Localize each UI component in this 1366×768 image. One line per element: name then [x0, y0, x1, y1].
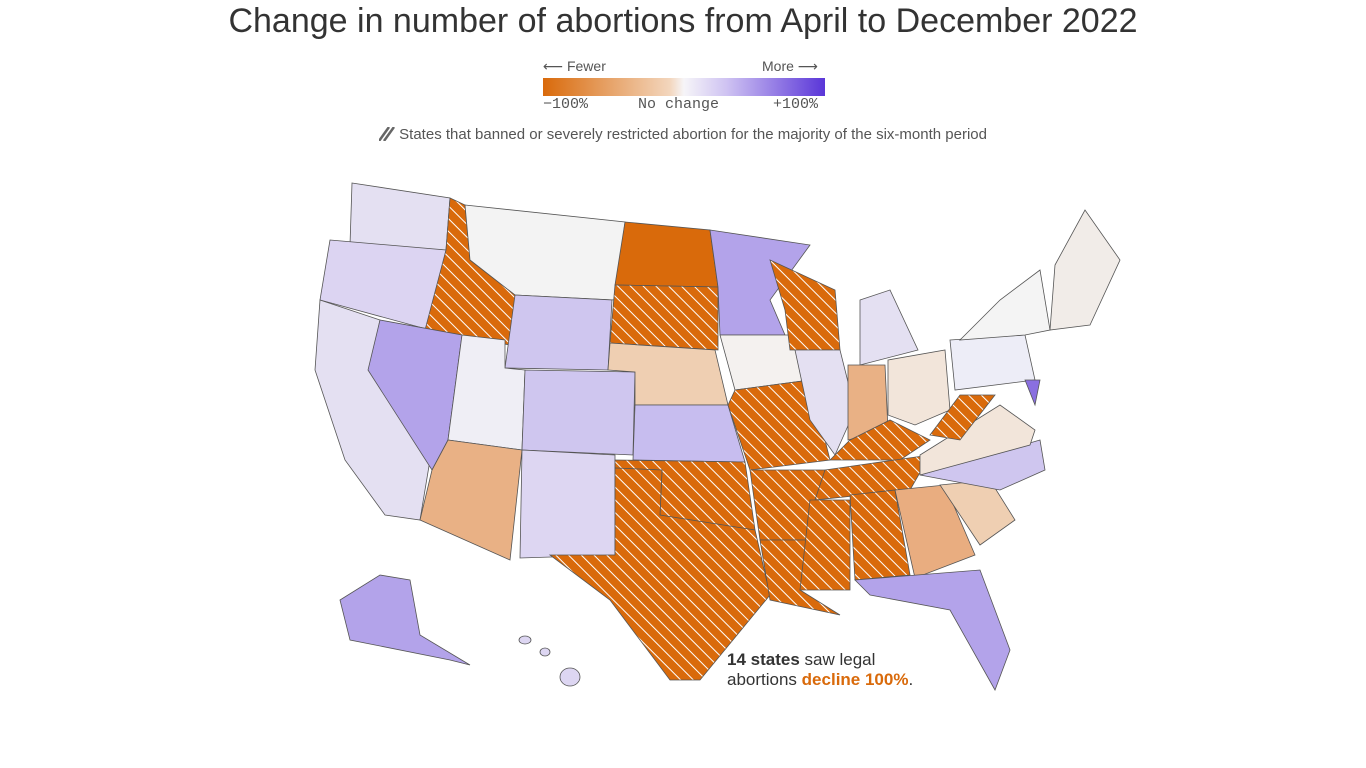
annotation-bold: 14 states	[727, 650, 800, 669]
region	[539, 647, 551, 657]
region	[559, 667, 581, 687]
legend-mid: No change	[638, 96, 720, 113]
region	[349, 182, 451, 251]
region	[518, 635, 532, 645]
annotation-text: saw legal	[799, 650, 876, 669]
region	[1024, 379, 1041, 407]
region	[548, 467, 771, 681]
legend-fewer: ⟵ Fewer	[543, 58, 606, 74]
region	[614, 221, 719, 288]
region	[894, 484, 976, 579]
region	[632, 404, 746, 463]
region	[794, 349, 856, 456]
region	[759, 539, 841, 616]
states	[314, 182, 1121, 691]
region	[887, 349, 951, 426]
annotation: 14 states saw legal abortions decline 10…	[727, 650, 913, 690]
annotation-text: abortions	[727, 670, 802, 689]
legend-max: +100%	[773, 96, 819, 113]
region	[727, 379, 831, 471]
region	[519, 449, 616, 559]
legend-gradient	[543, 78, 825, 96]
region	[854, 569, 1011, 691]
annotation-end: .	[908, 670, 914, 689]
legend-min: −100%	[543, 96, 589, 113]
region	[521, 369, 636, 456]
region	[958, 269, 1051, 341]
hatch-note-text: States that banned or severely restricte…	[399, 126, 987, 143]
region	[1049, 209, 1121, 331]
region	[339, 574, 471, 666]
region	[929, 394, 996, 441]
region	[609, 284, 719, 351]
region	[949, 334, 1036, 391]
annotation-highlight: decline 100%	[801, 670, 909, 689]
hatch-note: States that banned or severely restricte…	[0, 126, 1366, 143]
region	[504, 294, 613, 371]
region	[859, 289, 919, 366]
title: Change in number of abortions from April…	[228, 2, 1138, 40]
legend-more: More ⟶	[762, 58, 818, 74]
region	[799, 499, 851, 591]
region	[419, 439, 523, 561]
hatch-icon	[377, 126, 396, 142]
region	[849, 489, 911, 581]
region	[919, 404, 1036, 476]
region	[829, 419, 931, 461]
